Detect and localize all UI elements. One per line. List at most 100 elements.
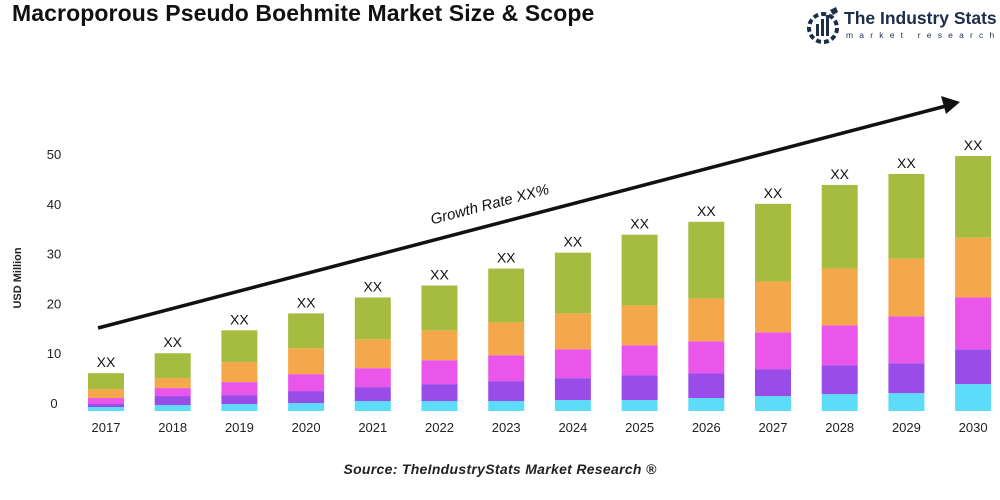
y-tick-label: 40 xyxy=(47,197,61,212)
bar-segment xyxy=(288,313,325,349)
bar-stack-2025: XX xyxy=(621,216,658,411)
bar-segment xyxy=(488,401,525,411)
bar-segment xyxy=(354,339,391,369)
bar-stack-2027: XX xyxy=(755,185,791,411)
bar-segment xyxy=(554,252,591,314)
bar-segment xyxy=(288,374,325,392)
bar-segment xyxy=(821,268,858,326)
bar-segment xyxy=(621,400,658,411)
bar-segment xyxy=(554,378,591,401)
bar-segment xyxy=(421,401,458,411)
bar-segment xyxy=(621,375,658,401)
bar-segment xyxy=(288,348,325,375)
bar-value-label: XX xyxy=(830,166,849,182)
bar-stack-2024: XX xyxy=(554,234,591,411)
bar-value-label: XX xyxy=(764,185,783,201)
bar-stack-2023: XX xyxy=(488,250,525,411)
x-tick-label: 2026 xyxy=(692,420,721,435)
bar-segment xyxy=(154,353,191,379)
bar-value-label: XX xyxy=(363,278,382,294)
bar-segment xyxy=(88,398,124,405)
bar-segment xyxy=(488,322,525,356)
bar-segment xyxy=(888,258,925,317)
bar-segment xyxy=(888,316,925,364)
x-tick-label: 2025 xyxy=(625,420,654,435)
bar-segment xyxy=(221,330,258,363)
bar-segment xyxy=(755,203,791,282)
bar-value-label: XX xyxy=(430,267,449,283)
bar-segment xyxy=(821,365,858,395)
bar-segment xyxy=(688,221,725,299)
y-tick-label: 50 xyxy=(47,147,61,162)
bar-segment xyxy=(288,403,325,411)
bar-segment xyxy=(888,393,925,411)
bar-segment xyxy=(88,389,124,399)
logo-name: The Industry Stats xyxy=(844,8,997,28)
bar-segment xyxy=(955,297,992,350)
bar-value-label: XX xyxy=(630,216,649,232)
bar-stack-2022: XX xyxy=(421,267,458,411)
bar-segment xyxy=(88,404,124,408)
bar-segment xyxy=(554,400,591,411)
bar-segment xyxy=(88,373,124,390)
bar-segment xyxy=(488,381,525,402)
bar-value-label: XX xyxy=(897,155,916,171)
bar-segment xyxy=(221,404,258,411)
x-tick-label: 2029 xyxy=(892,420,921,435)
page-title: Macroporous Pseudo Boehmite Market Size … xyxy=(12,0,595,26)
bar-segment xyxy=(755,396,791,411)
bar-segment xyxy=(221,395,258,405)
bar-segment xyxy=(421,285,458,331)
bar-value-label: XX xyxy=(497,250,516,266)
y-tick-label: 0 xyxy=(50,396,57,411)
x-tick-label: 2017 xyxy=(92,420,121,435)
bar-segment xyxy=(955,384,992,411)
bar-segment xyxy=(154,405,191,411)
bar-value-label: XX xyxy=(97,354,116,370)
bar-segment xyxy=(955,349,992,385)
bar-segment xyxy=(354,368,391,388)
bar-stack-2029: XX xyxy=(888,155,925,411)
bar-segment xyxy=(154,396,191,406)
bar-segment xyxy=(621,234,658,306)
logo-tagline: market research xyxy=(846,30,1000,40)
bar-stack-2019: XX xyxy=(221,311,258,411)
bar-stack-2018: XX xyxy=(154,334,191,411)
bar-segment xyxy=(888,173,925,259)
x-tick-label: 2021 xyxy=(358,420,387,435)
bar-stack-2028: XX xyxy=(821,166,858,411)
x-tick-label: 2027 xyxy=(759,420,788,435)
bar-segment xyxy=(221,382,258,396)
bar-segment xyxy=(955,156,992,238)
bar-segment xyxy=(154,388,191,397)
bar-segment xyxy=(354,297,391,340)
source-note: Source: TheIndustryStats Market Research… xyxy=(343,461,657,477)
bar-segment xyxy=(421,330,458,361)
bar-segment xyxy=(688,341,725,374)
bar-segment xyxy=(621,345,658,376)
logo: The Industry Stats market research xyxy=(806,6,997,46)
bar-segment xyxy=(688,373,725,399)
bar-segment xyxy=(354,401,391,411)
bar-segment xyxy=(688,298,725,342)
bar-stack-2030: XX xyxy=(955,137,992,411)
x-tick-label: 2022 xyxy=(425,420,454,435)
bar-value-label: XX xyxy=(230,311,249,327)
bar-segment xyxy=(288,391,325,404)
y-axis-label: USD Million xyxy=(12,247,24,308)
y-tick-label: 30 xyxy=(47,247,61,262)
bar-segment xyxy=(488,268,525,323)
bar-value-label: XX xyxy=(163,334,182,350)
bar-segment xyxy=(688,398,725,411)
bar-segment xyxy=(955,237,992,298)
bar-segment xyxy=(421,360,458,385)
bar-segment xyxy=(88,407,124,411)
x-tick-label: 2023 xyxy=(492,420,521,435)
bar-stack-2017: XX xyxy=(88,354,124,411)
growth-arrow xyxy=(97,96,960,330)
bar-segment xyxy=(154,378,191,389)
bar-segment xyxy=(554,349,591,379)
bar-stack-2021: XX xyxy=(354,278,391,411)
y-tick-label: 10 xyxy=(47,346,61,361)
